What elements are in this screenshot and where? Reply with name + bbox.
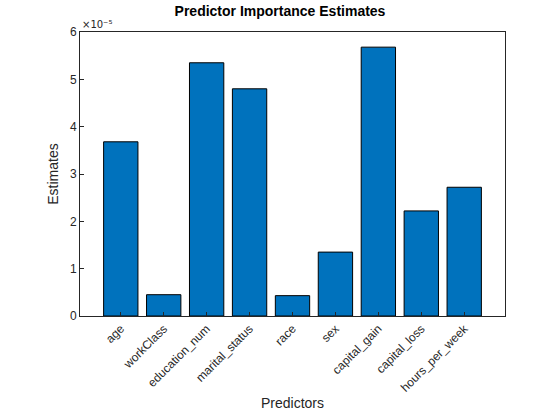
svg-text:Estimates: Estimates [45, 143, 61, 204]
svg-text:3: 3 [70, 167, 77, 181]
svg-text:2: 2 [70, 215, 77, 229]
svg-text:4: 4 [70, 120, 77, 134]
svg-text:1: 1 [70, 262, 77, 276]
svg-text:6: 6 [70, 25, 77, 39]
svg-text:5: 5 [70, 73, 77, 87]
svg-text:0: 0 [70, 309, 77, 323]
svg-text:×10⁻⁵: ×10⁻⁵ [82, 19, 112, 30]
svg-text:marital_status: marital_status [193, 322, 256, 385]
svg-text:workClass: workClass [120, 322, 170, 372]
svg-text:capital_loss: capital_loss [373, 322, 427, 376]
svg-text:sex: sex [319, 322, 342, 345]
svg-text:capital_gain: capital_gain [330, 322, 385, 377]
svg-text:Predictor Importance Estimates: Predictor Importance Estimates [175, 3, 386, 19]
svg-text:age: age [103, 322, 127, 346]
svg-text:education_num: education_num [145, 322, 213, 390]
svg-text:Predictors: Predictors [261, 395, 324, 411]
svg-text:race: race [272, 322, 299, 349]
svg-text:hours_per_week: hours_per_week [398, 321, 471, 394]
